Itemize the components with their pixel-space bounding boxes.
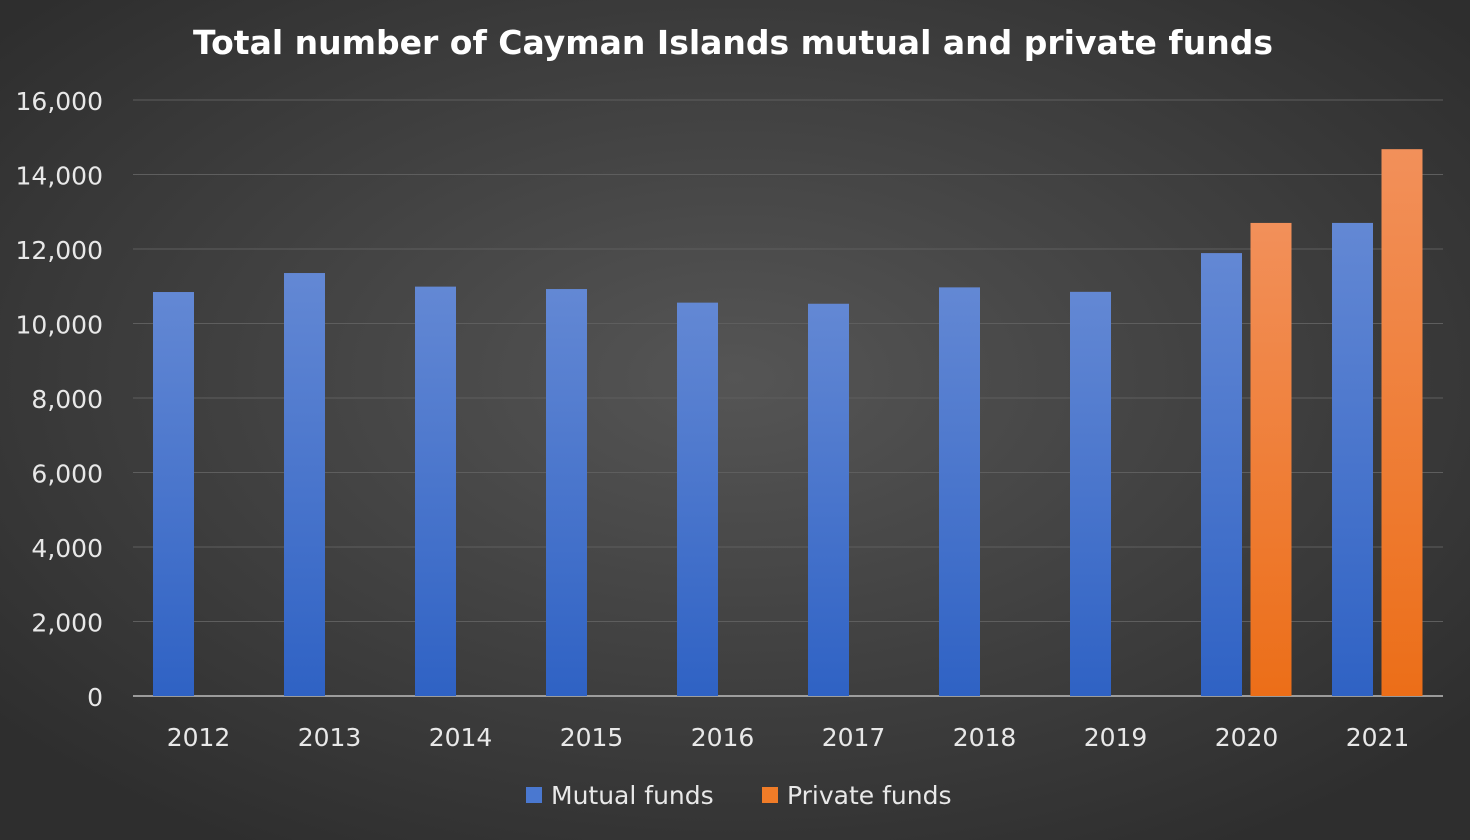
bar-private-2020	[1250, 222, 1292, 697]
bar-mutual-2016	[677, 302, 718, 696]
bar-private-2021	[1381, 149, 1423, 697]
bar-mutual-2017	[808, 303, 849, 696]
y-tick-label: 2,000	[31, 609, 103, 638]
y-tick-label: 16,000	[16, 87, 103, 116]
x-tick-label: 2012	[167, 723, 231, 752]
x-tick-label: 2021	[1346, 723, 1410, 752]
y-tick-label: 4,000	[31, 534, 103, 563]
x-tick-label: 2020	[1215, 723, 1279, 752]
y-tick-label: 8,000	[31, 385, 103, 414]
y-tick-label: 0	[87, 683, 103, 712]
x-tick-label: 2018	[953, 723, 1017, 752]
legend-label-0: Mutual funds	[551, 781, 714, 810]
y-tick-label: 6,000	[31, 460, 103, 489]
bar-mutual-2013	[284, 273, 325, 696]
x-tick-label: 2014	[429, 723, 493, 752]
x-tick-label: 2019	[1084, 723, 1148, 752]
x-tick-label: 2013	[298, 723, 362, 752]
bar-mutual-2012	[153, 292, 194, 696]
y-tick-label: 14,000	[16, 162, 103, 191]
bar-mutual-2018	[939, 287, 980, 696]
bar-mutual-2015	[546, 289, 587, 696]
bar-mutual-2020	[1201, 253, 1242, 696]
bar-mutual-2021	[1332, 222, 1373, 697]
y-tick-label: 12,000	[16, 236, 103, 265]
y-tick-label: 10,000	[16, 311, 103, 340]
x-tick-label: 2015	[560, 723, 624, 752]
chart-title: Total number of Cayman Islands mutual an…	[193, 23, 1273, 62]
legend-label-1: Private funds	[787, 781, 952, 810]
bar-mutual-2019	[1070, 291, 1111, 696]
legend-swatch-1	[762, 787, 778, 803]
legend-swatch-0	[526, 787, 542, 803]
bar-mutual-2014	[415, 286, 456, 696]
x-tick-label: 2016	[691, 723, 755, 752]
x-tick-label: 2017	[822, 723, 886, 752]
